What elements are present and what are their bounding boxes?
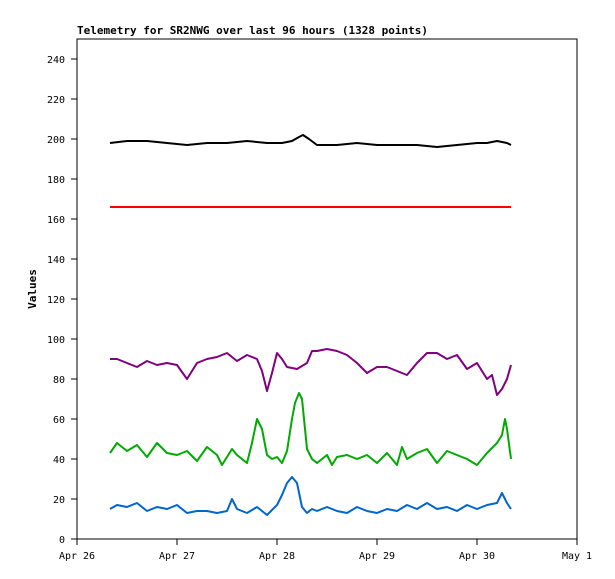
x-tick-label: May 1 <box>562 551 592 562</box>
y-tick-label: 160 <box>47 215 65 226</box>
y-tick-label: 180 <box>47 175 65 186</box>
x-tick-label: Apr 29 <box>359 551 395 562</box>
series-line-3 <box>110 348 512 396</box>
x-tick-label: Apr 30 <box>459 551 495 562</box>
y-tick-label: 220 <box>47 95 65 106</box>
y-tick-label: 0 <box>59 535 65 546</box>
y-tick-label: 60 <box>53 415 65 426</box>
x-tick-label: Apr 27 <box>159 551 195 562</box>
x-axis: Apr 26 Apr 27 Apr 28 Apr 29 Apr 30 May 1 <box>59 539 592 562</box>
series-line-1 <box>109 134 512 148</box>
series-line-4 <box>109 392 512 466</box>
y-axis-label: Values <box>26 269 39 309</box>
chart-title: Telemetry for SR2NWG over last 96 hours … <box>77 24 428 37</box>
plot-frame <box>76 38 578 540</box>
y-tick-label: 120 <box>47 295 65 306</box>
series-group <box>109 134 512 516</box>
x-tick-label: Apr 28 <box>259 551 295 562</box>
y-axis: 0 20 40 60 80 100 120 140 160 180 200 220 240 <box>47 55 77 546</box>
y-tick-label: 140 <box>47 255 65 266</box>
y-tick-label: 240 <box>47 55 65 66</box>
series-line-5 <box>109 476 512 516</box>
x-tick-label: Apr 26 <box>59 551 95 562</box>
y-tick-label: 20 <box>53 495 65 506</box>
y-tick-label: 100 <box>47 335 65 346</box>
y-tick-label: 200 <box>47 135 65 146</box>
y-tick-label: 40 <box>53 455 65 466</box>
y-tick-label: 80 <box>53 375 65 386</box>
